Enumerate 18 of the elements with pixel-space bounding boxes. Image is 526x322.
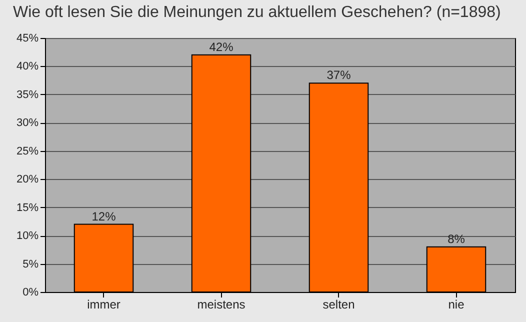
y-tick-label: 15% xyxy=(16,202,39,214)
data-label: 42% xyxy=(209,40,234,54)
data-label: 37% xyxy=(326,68,352,82)
y-tick-label: 35% xyxy=(16,88,39,101)
x-tick-label: nie xyxy=(448,298,465,312)
x-tick-label: immer xyxy=(87,298,120,312)
y-tick-label: 40% xyxy=(16,60,39,73)
y-tick-label: 25% xyxy=(16,145,39,158)
y-tick-label: 30% xyxy=(16,117,39,130)
x-tick-label: selten xyxy=(322,298,355,312)
y-tick-label: 0% xyxy=(22,286,39,298)
y-tick-label: 20% xyxy=(16,174,39,186)
y-tick-label: 45% xyxy=(16,32,39,44)
x-tick-label: meistens xyxy=(197,298,246,312)
y-tick-label: 5% xyxy=(22,258,39,270)
chart-title: Wie oft lesen Sie die Meinungen zu aktuellem Geschehen? (n=1898) xyxy=(13,4,501,21)
data-label: 12% xyxy=(92,209,116,224)
y-tick-label: 10% xyxy=(16,230,39,242)
